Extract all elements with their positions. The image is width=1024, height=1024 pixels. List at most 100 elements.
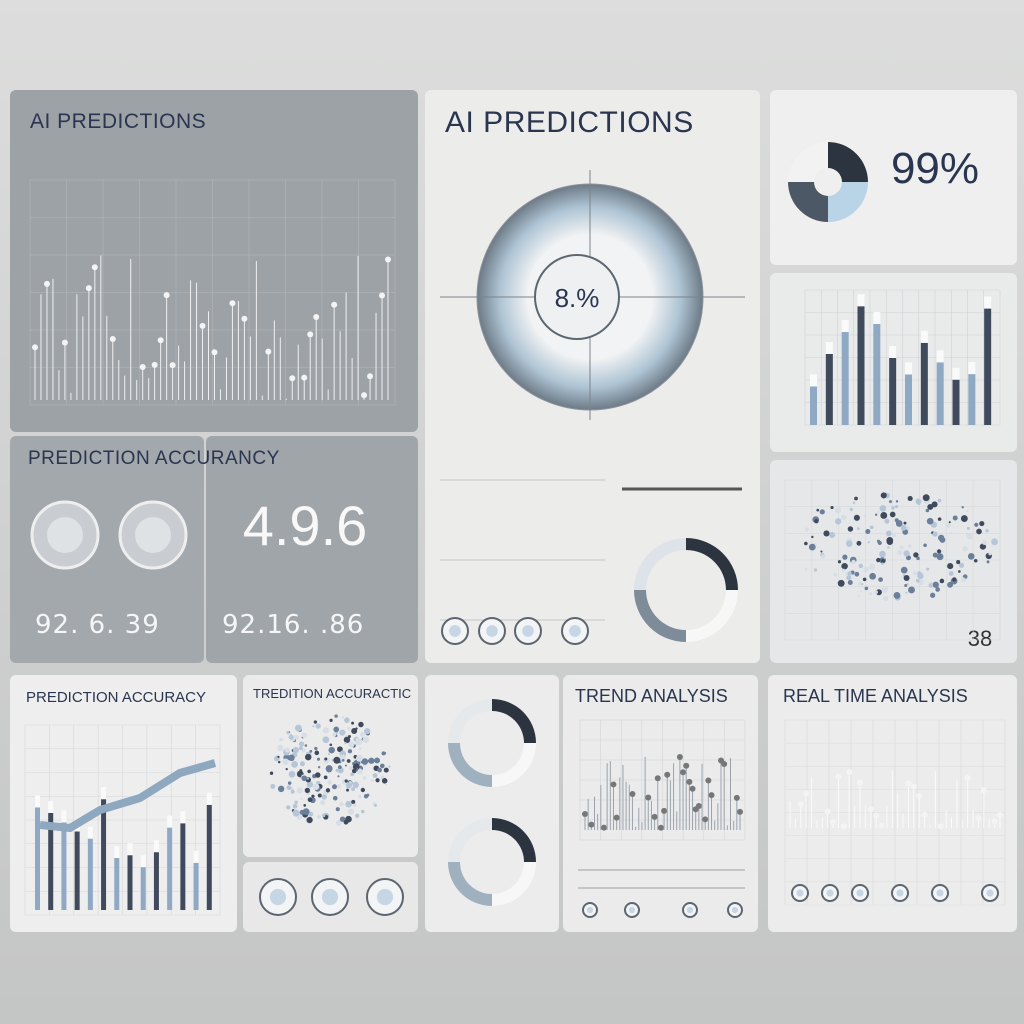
point <box>294 735 299 740</box>
point <box>379 763 385 769</box>
point <box>852 501 856 505</box>
point <box>287 781 292 785</box>
bar-cap <box>114 846 120 859</box>
bar-cap <box>810 374 817 387</box>
point <box>290 789 295 794</box>
spike-dot <box>797 801 804 808</box>
spike-dot <box>199 322 206 329</box>
point <box>966 509 969 513</box>
point <box>361 758 369 765</box>
point <box>932 581 939 588</box>
point <box>316 814 322 819</box>
spike-dot <box>721 760 728 767</box>
point <box>936 549 942 554</box>
bar-cap <box>952 367 960 380</box>
point <box>913 552 919 558</box>
value-row: 92.16. .86 <box>222 610 364 640</box>
point <box>834 518 842 525</box>
spike-dot <box>702 816 709 823</box>
donut-segment <box>686 590 738 642</box>
point <box>360 809 365 814</box>
point <box>865 529 871 535</box>
point <box>938 534 945 542</box>
point <box>303 804 307 807</box>
point <box>842 554 848 560</box>
bar-cap <box>825 341 833 354</box>
point <box>887 546 890 549</box>
point <box>333 756 341 764</box>
main-value: 4.9.6 <box>243 494 368 557</box>
bar-cap <box>873 312 881 325</box>
point <box>820 550 823 553</box>
panel <box>425 675 559 932</box>
point <box>306 777 310 780</box>
point <box>299 761 305 767</box>
point <box>883 585 889 591</box>
point <box>301 732 308 739</box>
donut-segment <box>492 818 536 862</box>
bar <box>140 867 146 910</box>
point <box>277 744 284 752</box>
point <box>341 716 345 719</box>
donut-segment <box>828 182 868 222</box>
point <box>926 517 934 525</box>
point <box>317 766 321 769</box>
bar <box>87 838 93 910</box>
point <box>351 799 356 804</box>
point <box>326 766 332 773</box>
point <box>311 794 315 798</box>
button-inner <box>628 906 636 914</box>
point <box>900 566 908 574</box>
point <box>292 746 299 754</box>
button-inner <box>569 625 581 637</box>
point <box>332 784 337 790</box>
point <box>352 802 357 807</box>
bar-cap <box>167 815 173 828</box>
donut-segment <box>634 590 686 642</box>
point <box>300 797 303 800</box>
point <box>881 562 884 565</box>
point <box>869 525 874 530</box>
point <box>976 528 982 535</box>
point <box>355 813 360 818</box>
scatter-value: 38 <box>968 626 992 651</box>
point <box>313 720 318 724</box>
point <box>328 746 335 754</box>
point <box>880 492 887 499</box>
point <box>381 778 388 784</box>
donut-segment <box>828 142 868 182</box>
point <box>298 746 303 751</box>
spike-dot <box>331 301 338 308</box>
point <box>360 787 366 793</box>
bar <box>889 357 897 425</box>
bar <box>153 852 159 910</box>
point <box>294 724 302 732</box>
point <box>925 508 930 513</box>
bar-cap <box>48 800 54 813</box>
point <box>860 590 863 593</box>
point <box>856 540 862 546</box>
point <box>979 520 985 527</box>
point <box>358 795 361 798</box>
point <box>962 546 968 552</box>
button-inner <box>486 625 498 637</box>
point <box>286 785 292 791</box>
summary-value: 99% <box>891 144 979 193</box>
spike-dot <box>910 783 917 790</box>
spike-dot <box>109 335 116 342</box>
point <box>946 523 951 528</box>
point <box>298 741 305 747</box>
bar-cap <box>61 810 67 823</box>
spike-dot <box>905 780 912 787</box>
bar-cap <box>968 362 976 375</box>
spike-dot <box>830 819 837 826</box>
point <box>937 517 942 521</box>
point <box>327 780 332 785</box>
point <box>294 800 298 805</box>
trend-line <box>39 759 217 833</box>
point <box>343 819 349 825</box>
point <box>344 741 347 745</box>
point <box>351 787 355 792</box>
spike-dot <box>873 812 880 819</box>
bar-cap <box>920 330 928 343</box>
